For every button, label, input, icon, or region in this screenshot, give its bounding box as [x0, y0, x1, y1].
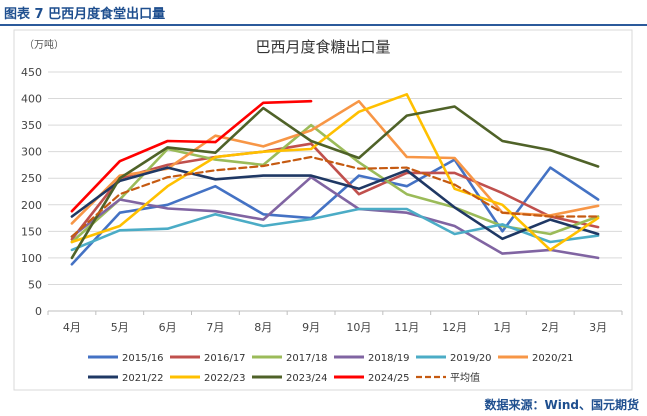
y-tick-label: 200: [21, 199, 42, 212]
legend-label: 2017/18: [286, 353, 328, 364]
series-line-2018/19: [70, 175, 600, 260]
legend: 2015/16 2016/17 2017/18 2018/19 2019/20 2020/…: [88, 353, 574, 384]
x-tick-label: 8月: [254, 321, 272, 334]
figure-caption: 图表 7 巴西月度食堂出口量: [4, 7, 166, 22]
y-axis: 0 50 100 150 200 250 300 350 400 450: [21, 66, 42, 318]
x-tick-label: 4月: [63, 321, 81, 334]
y-tick-label: 250: [21, 172, 42, 185]
series-line-2016/17: [70, 142, 600, 241]
figure-header: 图表 7 巴西月度食堂出口量: [0, 0, 647, 26]
x-axis: 4月 5月 6月 7月 8月 9月 10月 11月 12月 1月 2月 3月: [47, 311, 623, 334]
legend-label: 2024/25: [368, 373, 410, 384]
series-line-2024/25: [70, 99, 313, 213]
y-axis-unit: （万吨）: [24, 38, 64, 51]
legend-label: 2018/19: [368, 353, 410, 364]
y-tick-label: 150: [21, 225, 42, 238]
series-lines: [70, 93, 600, 266]
series-line-2021/22: [70, 166, 600, 241]
series-line-2023/24: [70, 105, 600, 260]
x-tick-label: 5月: [111, 321, 129, 334]
legend-label: 2019/20: [450, 353, 492, 364]
y-tick-label: 100: [21, 252, 42, 265]
legend-label: 2015/16: [122, 353, 164, 364]
legend-label: 平均值: [450, 371, 480, 384]
series-line-2015/16: [70, 158, 600, 266]
x-tick-label: 7月: [206, 321, 224, 334]
legend-label: 2023/24: [286, 373, 328, 384]
chart-frame: [13, 29, 633, 391]
series-line-2019/20: [70, 207, 600, 252]
y-tick-label: 400: [21, 93, 42, 106]
legend-label: 2022/23: [204, 373, 246, 384]
legend-label: 2016/17: [204, 353, 246, 364]
legend-label: 2020/21: [532, 353, 574, 364]
series-line-平均值: [70, 155, 600, 238]
x-tick-label: 3月: [589, 321, 607, 334]
chart-title: 巴西月度食糖出口量: [255, 38, 390, 56]
y-tick-label: 50: [28, 278, 42, 291]
grid-lines: [48, 71, 622, 312]
x-tick-label: 2月: [541, 321, 559, 334]
y-tick-label: 300: [21, 146, 42, 159]
x-tick-label: 11月: [394, 321, 419, 334]
series-line-2022/23: [70, 93, 600, 252]
x-tick-label: 10月: [346, 321, 371, 334]
x-tick-label: 1月: [493, 321, 511, 334]
legend-label: 2021/22: [122, 373, 164, 384]
data-source-note: 数据来源：Wind、国元期货: [484, 398, 639, 412]
y-tick-label: 450: [21, 66, 42, 79]
x-tick-label: 9月: [302, 321, 320, 334]
series-line-2017/18: [70, 123, 600, 244]
x-tick-label: 12月: [442, 321, 467, 334]
y-tick-label: 0: [35, 305, 42, 318]
y-tick-label: 350: [21, 119, 42, 132]
x-tick-label: 6月: [159, 321, 177, 334]
